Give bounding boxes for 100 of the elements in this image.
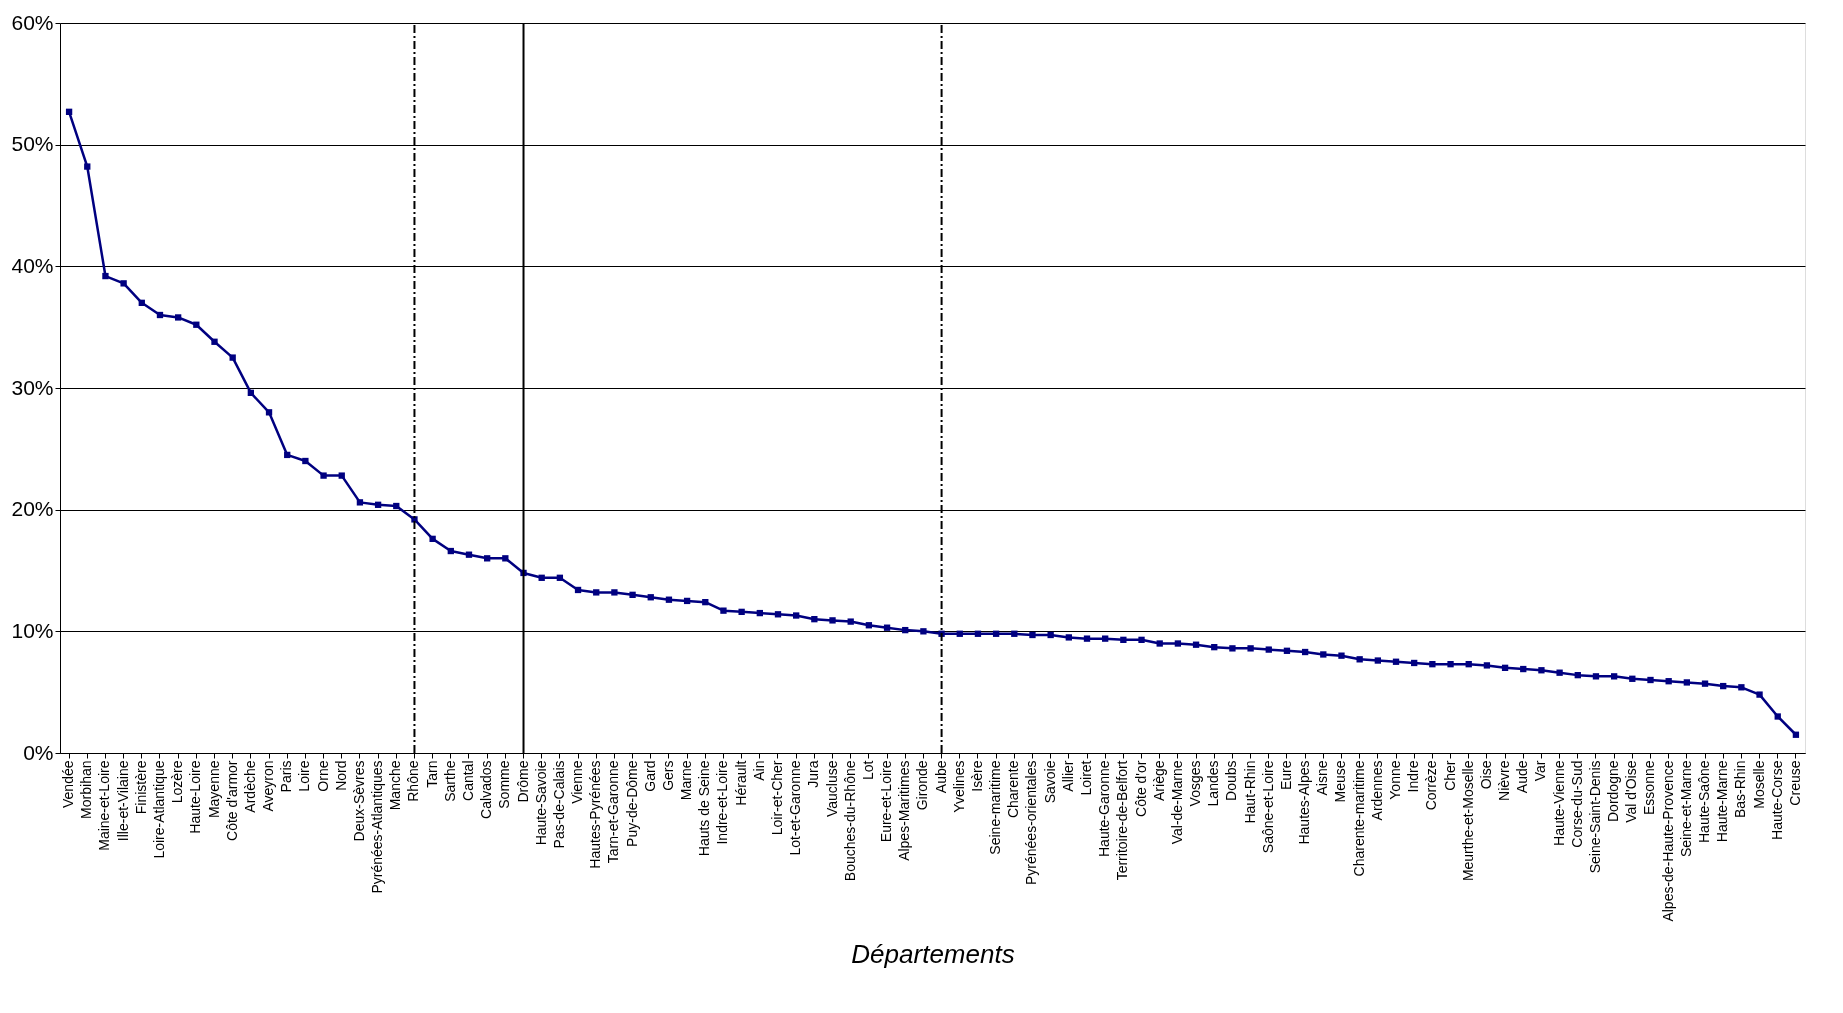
x-tick-label: Charente-maritime: [1350, 760, 1367, 877]
x-tick-label: Pas-de-Calais: [550, 760, 567, 849]
x-tick-label: Allier: [1059, 760, 1076, 792]
x-tick-label: Côte d'armor: [223, 760, 240, 841]
x-tick-label: Lozère: [169, 760, 186, 804]
x-tick-label: Hauts de Seine: [696, 760, 713, 857]
x-tick-label: Ardennes: [1368, 760, 1385, 821]
x-tick-label: Deux-Sèvres: [350, 760, 367, 842]
x-tick-label: Indre: [1405, 760, 1422, 793]
x-tick-label: Alpes-de-Haute-Provence: [1659, 760, 1676, 922]
x-tick-label: Loiret: [1078, 760, 1095, 796]
x-tick-label: Manche: [387, 760, 404, 811]
x-tick-label: Haute-Vienne: [1550, 760, 1567, 846]
x-tick-label: Vendée: [60, 760, 77, 808]
x-tick-label: Orne: [314, 760, 331, 792]
x-tick-label: Hérault: [732, 760, 749, 806]
x-tick-label: Gers: [659, 760, 676, 791]
x-tick-label: Corrèze: [1423, 760, 1440, 811]
x-tick-label: Indre-et-Loire: [714, 760, 731, 845]
x-tick-label: Loire-Atlantique: [150, 760, 167, 859]
x-tick-label: Val-de-Marne: [1168, 760, 1185, 845]
y-tick-label: 20%: [11, 497, 54, 521]
x-tick-label: Haute-Savoie: [532, 760, 549, 846]
x-tick-label: Cher: [1441, 760, 1458, 791]
x-tick-label: Aude: [1514, 760, 1531, 794]
x-tick-label: Bouches-du-Rhône: [841, 760, 858, 882]
y-tick-label: 30%: [11, 375, 54, 399]
x-tick-label: Isère: [968, 760, 985, 792]
x-tick-label: Nord: [332, 760, 349, 791]
x-tick-label: Nièvre: [1496, 760, 1513, 801]
x-tick-label: Haute-Saône: [1696, 760, 1713, 844]
x-tick-label: Bas-Rhin: [1732, 760, 1749, 819]
y-tick-label: 60%: [11, 10, 54, 34]
y-tick-label: 50%: [11, 132, 54, 156]
x-tick-label: Aveyron: [260, 760, 277, 812]
x-tick-label: Drôme: [514, 760, 531, 803]
x-tick-label: Val d'Oise: [1623, 760, 1640, 823]
x-tick-label: Marne: [678, 760, 695, 801]
x-tick-label: Morbihan: [78, 760, 95, 819]
x-tick-label: Landes: [1205, 760, 1222, 807]
x-tick-label: Eure: [1277, 760, 1294, 791]
x-tick-label: Haute-Marne: [1714, 760, 1731, 843]
x-tick-label: Mayenne: [205, 760, 222, 819]
x-tick-label: Cantal: [459, 760, 476, 801]
x-tick-label: Loire: [296, 760, 313, 792]
x-tick-label: Hautes-Pyrénées: [587, 760, 604, 869]
x-tick-label: Ardèche: [241, 760, 258, 813]
y-tick-label: 10%: [11, 618, 54, 642]
x-tick-label: Meurthe-et-Moselle: [1459, 760, 1476, 882]
x-tick-label: Haute-Corse: [1768, 760, 1785, 840]
x-tick-label: Côte d'or: [1132, 760, 1149, 817]
x-tick-label: Vienne: [569, 760, 586, 804]
x-tick-label: Jura: [805, 760, 822, 788]
x-tick-label: Dordogne: [1605, 760, 1622, 822]
y-tick-label: 40%: [11, 253, 54, 277]
x-tick-label: Ain: [750, 760, 767, 781]
x-tick-label: Oise: [1477, 760, 1494, 790]
x-tick-label: Var: [1532, 760, 1549, 782]
x-tick-label: Territoire-de-Belfort: [1114, 760, 1131, 881]
x-tick-label: Seine-et-Marne: [1677, 760, 1694, 857]
x-tick-label: Alpes-Maritimes: [896, 760, 913, 861]
x-tick-label: Haut-Rhin: [1241, 760, 1258, 824]
y-tick-label: 0%: [23, 740, 54, 764]
x-tick-label: Yvelines: [950, 760, 967, 813]
x-tick-label: Vosges: [1187, 760, 1204, 807]
x-tick-label: Sarthe: [441, 760, 458, 802]
x-tick-label: Gard: [641, 760, 658, 792]
x-tick-label: Gironde: [914, 760, 931, 811]
x-tick-label: Lot-et-Garonne: [787, 760, 804, 856]
x-tick-label: Ariège: [1150, 760, 1167, 801]
x-tick-label: Pyrénées-Atlantiques: [369, 760, 386, 894]
x-tick-label: Tarn: [423, 760, 440, 788]
x-tick-label: Haute-Garonne: [1096, 760, 1113, 858]
x-tick-label: Maine-et-Loire: [96, 760, 113, 851]
x-tick-label: Aube: [932, 760, 949, 794]
x-tick-label: Meuse: [1332, 760, 1349, 803]
x-tick-label: Charente: [1005, 760, 1022, 819]
x-axis-title: Départements: [851, 938, 1015, 969]
x-tick-label: Vaucluse: [823, 760, 840, 818]
x-tick-label: Seine-maritime: [987, 760, 1004, 855]
x-tick-label: Creuse: [1786, 760, 1803, 806]
x-tick-label: Puy-de-Dôme: [623, 760, 640, 847]
x-tick-label: Paris: [278, 760, 295, 793]
x-tick-label: Finistère: [132, 760, 149, 815]
x-tick-label: Moselle: [1750, 760, 1767, 809]
x-tick-label: Rhône: [405, 760, 422, 802]
x-tick-label: Yonne: [1387, 760, 1404, 800]
x-tick-label: Essonne: [1641, 760, 1658, 815]
x-tick-label: Saône-et-Loire: [1259, 760, 1276, 854]
x-tick-label: Aisne: [1314, 760, 1331, 796]
x-tick-label: Somme: [496, 760, 513, 809]
x-tick-label: Lot: [859, 760, 876, 780]
x-tick-label: Savoie: [1041, 760, 1058, 804]
x-tick-label: Loir-et-Cher: [768, 760, 785, 836]
x-tick-label: Ille-et-Vilaine: [114, 760, 131, 842]
x-tick-label: Doubs: [1223, 760, 1240, 801]
x-tick-label: Tarn-et-Garonne: [605, 760, 622, 864]
x-tick-label: Eure-et-Loire: [878, 760, 895, 843]
x-tick-label: Calvados: [478, 760, 495, 819]
x-tick-label: Corse-du-Sud: [1568, 760, 1585, 848]
